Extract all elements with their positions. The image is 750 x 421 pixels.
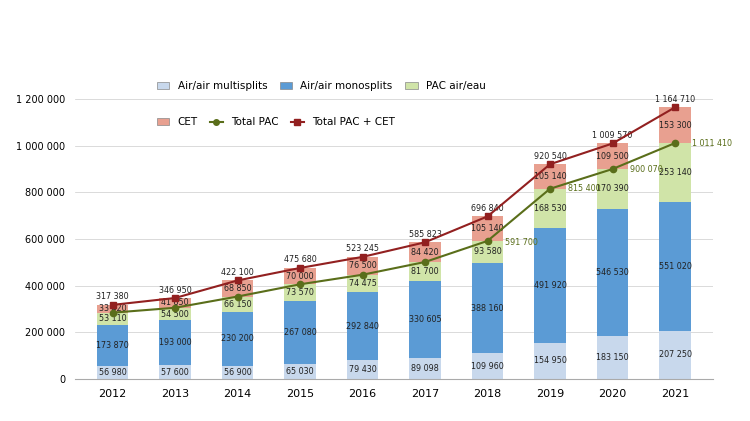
Text: 79 430: 79 430 [349, 365, 376, 374]
Bar [410, 281, 441, 358]
Bar [222, 280, 253, 296]
Text: 93 580: 93 580 [474, 248, 502, 256]
Text: 56 900: 56 900 [224, 368, 251, 377]
Text: 591 700: 591 700 [505, 237, 538, 247]
Bar [97, 325, 128, 365]
Text: 74 475: 74 475 [349, 279, 376, 288]
Bar [472, 216, 503, 241]
Bar [159, 320, 190, 365]
Text: 170 390: 170 390 [596, 184, 628, 193]
Text: 70 000: 70 000 [286, 272, 314, 281]
Bar [346, 275, 378, 292]
Text: 551 020: 551 020 [658, 262, 692, 271]
Bar [659, 330, 691, 379]
Text: 330 605: 330 605 [409, 315, 441, 324]
Text: 109 960: 109 960 [471, 362, 504, 370]
Text: 230 200: 230 200 [221, 334, 254, 343]
Text: 1 009 570: 1 009 570 [592, 131, 633, 140]
Text: 73 570: 73 570 [286, 288, 314, 297]
Text: 173 870: 173 870 [96, 341, 129, 350]
Bar [597, 144, 628, 169]
Bar [472, 263, 503, 353]
Bar [534, 189, 566, 228]
Text: 696 840: 696 840 [471, 204, 504, 213]
Bar [222, 296, 253, 312]
Text: 491 920: 491 920 [533, 281, 566, 290]
Text: 41 850: 41 850 [161, 298, 189, 307]
Text: 900 070: 900 070 [630, 165, 663, 173]
Text: 546 530: 546 530 [596, 268, 628, 277]
Text: 105 140: 105 140 [471, 224, 504, 233]
Text: 84 420: 84 420 [411, 248, 439, 257]
Text: 1 011 410: 1 011 410 [692, 139, 733, 148]
Bar [159, 308, 190, 320]
Bar [659, 202, 691, 330]
Bar [472, 241, 503, 263]
Text: 65 030: 65 030 [286, 367, 314, 376]
Bar [346, 360, 378, 379]
Bar [284, 268, 316, 284]
Text: 193 000: 193 000 [159, 338, 191, 347]
Bar [284, 364, 316, 379]
Bar [410, 358, 441, 379]
Text: 81 700: 81 700 [411, 267, 439, 276]
Legend: CET, Total PAC, Total PAC + CET: CET, Total PAC, Total PAC + CET [157, 117, 395, 128]
Text: 56 980: 56 980 [99, 368, 126, 377]
Bar [346, 292, 378, 360]
Text: 76 500: 76 500 [349, 261, 376, 270]
Text: 585 823: 585 823 [409, 230, 442, 239]
Bar [534, 228, 566, 343]
Bar [534, 164, 566, 189]
Bar [159, 365, 190, 379]
Text: 153 300: 153 300 [658, 121, 692, 130]
Bar [284, 301, 316, 364]
Text: 89 098: 89 098 [411, 364, 439, 373]
Text: 168 530: 168 530 [534, 204, 566, 213]
Text: 1 164 710: 1 164 710 [655, 95, 695, 104]
Text: 68 850: 68 850 [224, 284, 251, 293]
Bar [597, 169, 628, 209]
Text: 105 140: 105 140 [534, 172, 566, 181]
Text: 267 080: 267 080 [284, 328, 316, 337]
Bar [410, 242, 441, 262]
Bar [97, 313, 128, 325]
Text: 109 500: 109 500 [596, 152, 628, 161]
Text: 317 380: 317 380 [96, 293, 129, 301]
Text: 253 140: 253 140 [658, 168, 692, 177]
Bar [346, 257, 378, 275]
Text: 33 420: 33 420 [99, 304, 126, 313]
Bar [410, 262, 441, 281]
Bar [659, 143, 691, 202]
Bar [597, 336, 628, 379]
Bar [284, 284, 316, 301]
Text: 207 250: 207 250 [658, 350, 692, 359]
Text: 422 100: 422 100 [221, 268, 254, 277]
Bar [659, 107, 691, 143]
Bar [534, 343, 566, 379]
Bar [597, 209, 628, 336]
Text: 475 680: 475 680 [284, 256, 316, 264]
Text: 54 500: 54 500 [161, 309, 189, 319]
Text: 66 150: 66 150 [224, 300, 251, 309]
Text: 388 160: 388 160 [471, 304, 504, 312]
Text: 57 600: 57 600 [161, 368, 189, 377]
Text: 920 540: 920 540 [533, 152, 566, 161]
Bar [472, 353, 503, 379]
Text: 523 245: 523 245 [346, 245, 379, 253]
Text: 346 950: 346 950 [159, 285, 191, 295]
Text: 53 110: 53 110 [99, 314, 126, 323]
Bar [222, 365, 253, 379]
Text: 292 840: 292 840 [346, 322, 379, 331]
Bar [97, 305, 128, 313]
Bar [222, 312, 253, 365]
Text: 154 950: 154 950 [533, 356, 566, 365]
Text: 183 150: 183 150 [596, 353, 628, 362]
Bar [159, 298, 190, 308]
Bar [97, 365, 128, 379]
Text: 815 400: 815 400 [568, 184, 600, 193]
